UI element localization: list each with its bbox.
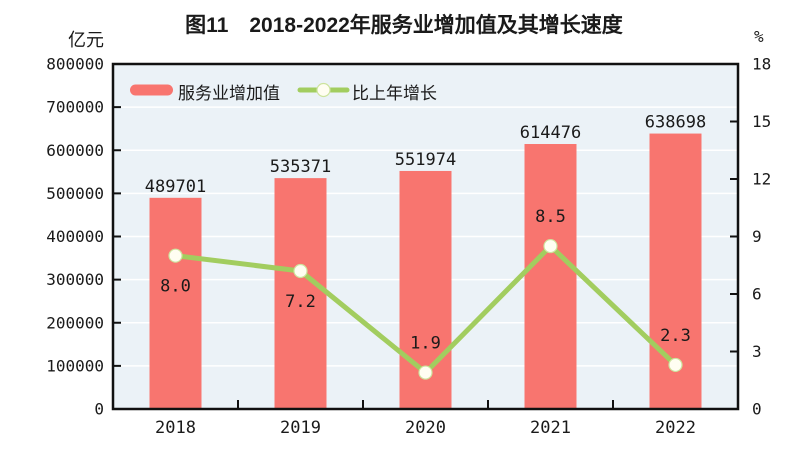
legend: 服务业增加值 比上年增长 (130, 82, 437, 103)
left-axis-unit-label: 亿元 (68, 30, 104, 50)
right-axis-tick-label: 9 (752, 227, 762, 246)
line-value-label-2020: 1.9 (410, 334, 441, 354)
x-axis-label-2020: 2020 (405, 418, 446, 438)
bar-2021 (524, 144, 577, 410)
left-axis-tick-label: 500000 (46, 184, 104, 203)
legend-label-line-series: 比上年增长 (352, 84, 437, 103)
x-axis-label-2022: 2022 (655, 418, 696, 438)
bar-value-label-2018: 489701 (145, 177, 206, 197)
bar-2018 (149, 197, 202, 409)
left-axis-tick-label: 200000 (46, 313, 104, 332)
x-axis-label-2018: 2018 (155, 418, 196, 438)
right-axis-tick-label: 15 (752, 112, 771, 131)
left-axis-tick-label: 700000 (46, 98, 104, 117)
x-axis-label-2021: 2021 (530, 418, 571, 438)
chart-plot-layer: 489701 535371 551974 614476 638698 8.0 7.2 1.9 8… (46, 55, 771, 439)
legend-bar-swatch-icon (130, 84, 173, 96)
line-marker-2022 (668, 357, 683, 373)
left-axis-tick-label: 0 (94, 400, 104, 419)
legend-label-bar-series: 服务业增加值 (178, 84, 280, 103)
left-axis-tick-label: 400000 (46, 227, 104, 246)
bar-value-label-2019: 535371 (270, 157, 331, 177)
plot-border (111, 62, 740, 411)
bar-2019 (274, 178, 327, 409)
bar-value-label-2022: 638698 (645, 113, 706, 133)
right-axis-unit-label: % (754, 27, 764, 46)
left-axis-tick-label: 800000 (46, 55, 104, 74)
left-axis-tick-label: 300000 (46, 270, 104, 289)
line-value-label-2022: 2.3 (660, 326, 691, 346)
legend-line-marker-icon (316, 82, 331, 98)
right-axis-tick-label: 12 (752, 170, 771, 189)
x-axis-label-2019: 2019 (280, 418, 321, 438)
line-value-label-2019: 7.2 (285, 292, 316, 312)
right-axis-tick-label: 6 (752, 285, 762, 304)
line-value-label-2021: 8.5 (535, 207, 566, 227)
chart-title: 图11 2018-2022年服务业增加值及其增长速度 (185, 13, 623, 37)
right-axis-tick-label: 0 (752, 400, 762, 419)
bar-value-label-2021: 614476 (520, 123, 581, 143)
line-marker-2021 (543, 238, 558, 254)
bar-value-label-2020: 551974 (395, 150, 456, 170)
line-marker-2018 (168, 248, 183, 263)
left-axis-tick-label: 600000 (46, 141, 104, 160)
right-axis-tick-label: 3 (752, 342, 762, 361)
line-marker-2019 (293, 263, 308, 279)
line-marker-2020 (418, 365, 433, 380)
left-axis-tick-label: 100000 (46, 356, 104, 375)
right-axis-tick-label: 18 (752, 55, 771, 74)
line-value-label-2018: 8.0 (160, 277, 191, 297)
